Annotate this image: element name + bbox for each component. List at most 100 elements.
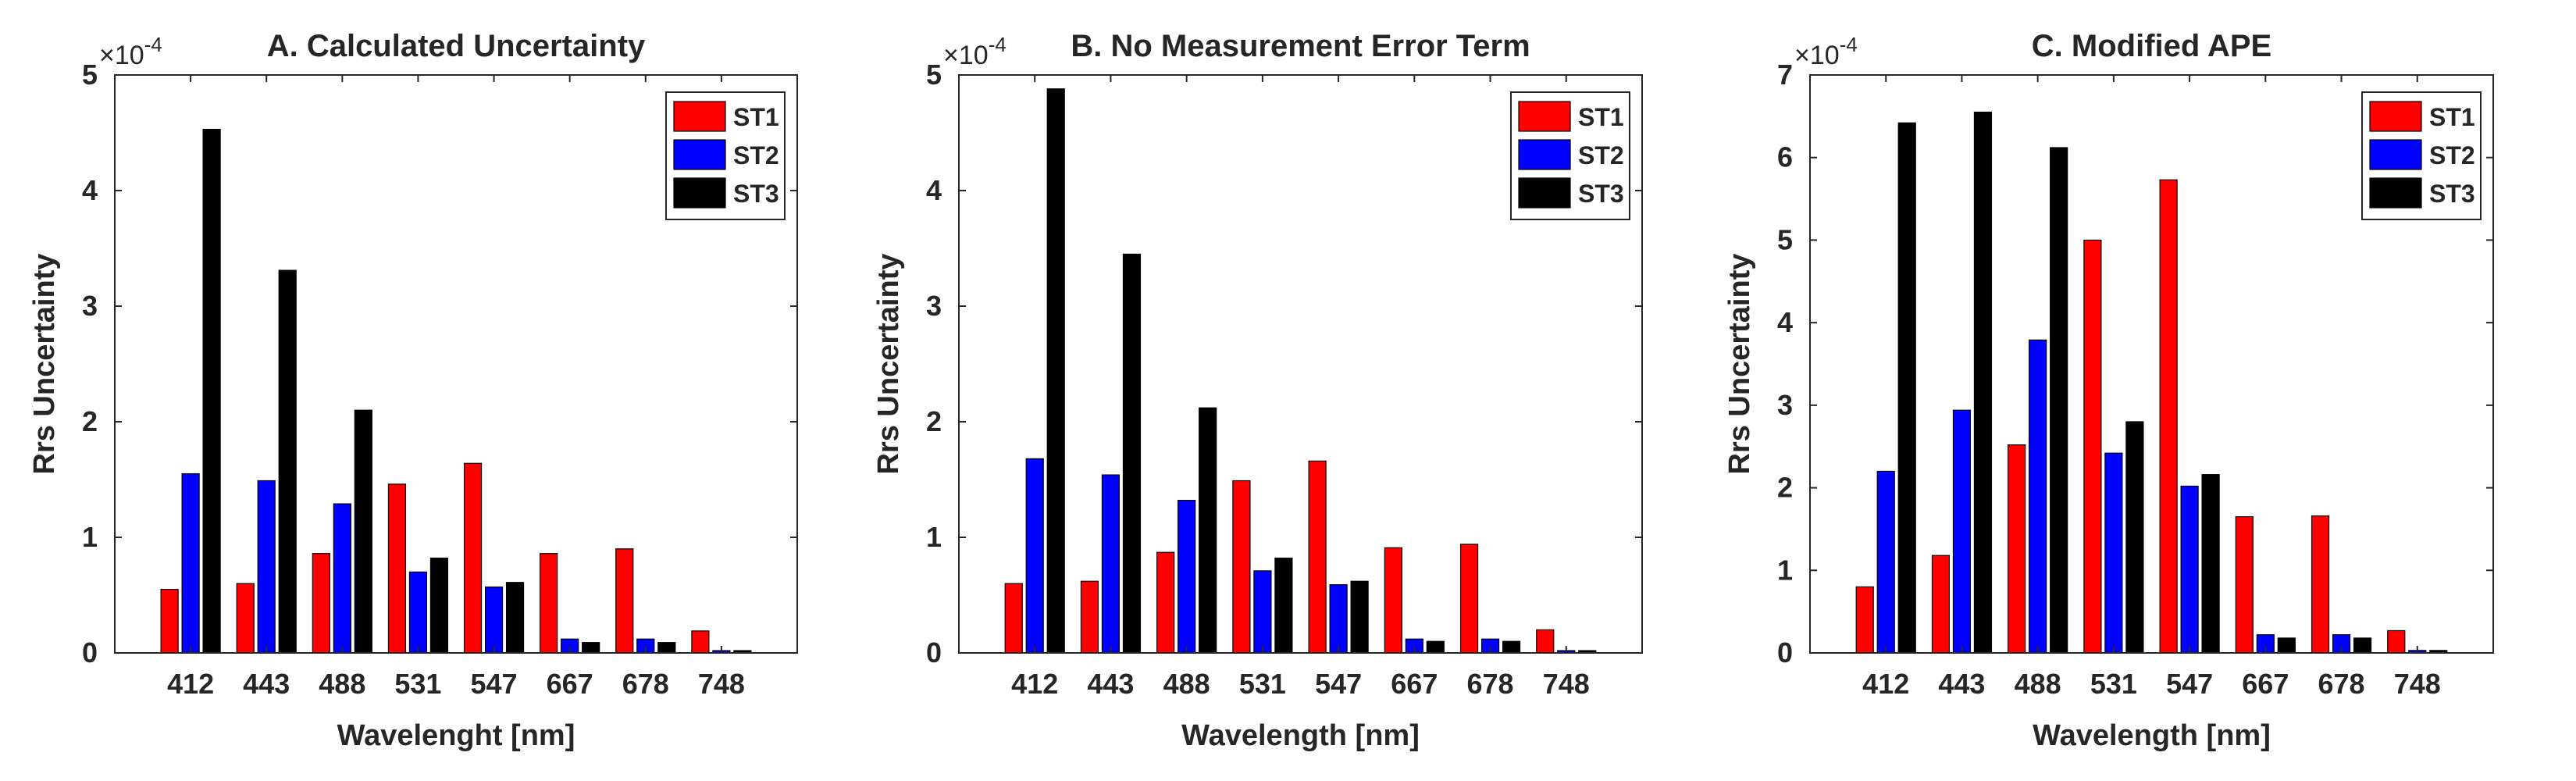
legend: ST1 ST2 ST3: [1510, 91, 1630, 220]
x-tick-label: 412: [1862, 668, 1909, 700]
legend-label-st3: ST3: [733, 180, 779, 208]
bar-st2-488: [1178, 500, 1196, 654]
bar-st3-547: [505, 582, 525, 654]
bar-st2-443: [1952, 409, 1972, 654]
bar-st3-443: [1122, 253, 1142, 654]
bar-st3-531: [1274, 558, 1293, 654]
bar-st3-678: [2353, 637, 2372, 654]
legend-swatch-st3: [2369, 177, 2422, 209]
bar-st1-412: [160, 588, 179, 654]
y-tick-label: 4: [926, 174, 942, 206]
y-axis-label: Rrs Uncertainty: [28, 254, 61, 475]
bar-st1-488: [2008, 444, 2026, 654]
y-tick-label: 5: [926, 59, 942, 91]
legend-label-st2: ST2: [2429, 141, 2475, 169]
bar-st1-678: [2311, 515, 2330, 654]
legend-label-st3: ST3: [1578, 180, 1624, 208]
legend-swatch-st3: [673, 177, 726, 209]
axis-exponent: ×10-4: [943, 33, 1007, 70]
bar-st2-531: [408, 571, 428, 654]
y-tick-label: 3: [1777, 389, 1793, 421]
bar-st1-443: [1931, 555, 1951, 654]
y-tick-label: 6: [1777, 141, 1793, 173]
bar-st1-443: [236, 583, 255, 654]
y-tick-label: 0: [1777, 637, 1793, 669]
bar-st1-748: [1536, 629, 1555, 654]
bar-st1-531: [1232, 480, 1251, 654]
bar-st1-488: [1156, 551, 1175, 654]
bar-st3-443: [1973, 111, 1993, 654]
legend: ST1 ST2 ST3: [2361, 91, 2482, 220]
bar-st3-547: [2201, 474, 2220, 654]
x-tick-label: 488: [2015, 668, 2061, 700]
x-tick-label: 678: [622, 668, 669, 700]
bar-st1-678: [1459, 544, 1479, 654]
bar-st3-678: [1502, 640, 1521, 654]
y-tick-label: 1: [1777, 554, 1793, 586]
x-tick-label: 488: [1163, 668, 1210, 700]
chart-panel-1: 0 1 2 3 4 5 412 443 488 531 547 667 678 748 ×10-4 A. Ca…: [28, 29, 798, 752]
bar-st3-488: [1199, 407, 1217, 654]
legend-swatch-st1: [1518, 101, 1571, 132]
bar-st3-412: [202, 128, 221, 654]
x-axis-label: Wavelength [nm]: [1181, 719, 1420, 752]
legend-swatch-st2: [1518, 139, 1571, 170]
x-tick-label: 547: [2166, 668, 2213, 700]
legend-label-st1: ST1: [1578, 103, 1624, 131]
legend-swatch-st2: [673, 139, 726, 170]
y-tick-label: 4: [82, 174, 98, 206]
bar-st2-443: [257, 480, 276, 654]
bar-st1-531: [387, 483, 407, 654]
bar-st3-678: [657, 642, 676, 654]
bar-st1-748: [691, 630, 710, 654]
bar-st3-531: [2125, 421, 2144, 654]
x-tick-label: 547: [1315, 668, 1362, 700]
bar-st2-547: [1329, 584, 1348, 654]
y-axis-label: Rrs Uncertainty: [872, 254, 905, 475]
bar-st1-667: [1384, 547, 1402, 654]
axes-box: [1809, 74, 2494, 654]
x-tick-label: 412: [167, 668, 214, 700]
bar-st3-667: [582, 642, 600, 654]
bar-st1-412: [1855, 586, 1874, 654]
y-tick-label: 0: [926, 637, 942, 669]
y-tick-label: 1: [926, 521, 942, 553]
bar-st1-547: [463, 462, 483, 654]
legend-label-st3: ST3: [2429, 180, 2475, 208]
bar-st1-443: [1080, 580, 1099, 654]
bar-st2-531: [2104, 452, 2123, 654]
legend-swatch-st1: [673, 101, 726, 132]
x-axis-label: Wavelength [nm]: [2033, 719, 2271, 752]
bar-st3-488: [354, 409, 372, 654]
bar-st2-547: [484, 587, 504, 654]
legend-label-st1: ST1: [733, 103, 779, 131]
x-tick-label: 443: [1087, 668, 1134, 700]
legend-label-st2: ST2: [1578, 141, 1624, 169]
bar-st1-748: [2387, 629, 2406, 654]
y-tick-label: 2: [82, 405, 98, 437]
bar-st2-412: [181, 473, 200, 654]
bar-st3-531: [429, 558, 449, 654]
x-tick-label: 748: [698, 668, 745, 700]
x-tick-label: 678: [1467, 668, 1514, 700]
x-tick-label: 667: [1391, 668, 1438, 700]
legend-swatch-st1: [2369, 101, 2422, 132]
y-tick-label: 0: [82, 637, 98, 669]
bar-st1-667: [2235, 515, 2254, 654]
legend-label-st2: ST2: [733, 141, 779, 169]
x-axis-label: Wavelenght [nm]: [337, 719, 575, 752]
y-tick-label: 3: [82, 290, 98, 322]
x-tick-label: 443: [1938, 668, 1985, 700]
bar-st1-547: [1308, 460, 1327, 654]
y-tick-label: 5: [82, 59, 98, 91]
bar-st2-412: [1025, 458, 1044, 654]
y-tick-label: 2: [1777, 472, 1793, 504]
x-tick-label: 678: [2318, 668, 2365, 700]
y-axis-label: Rrs Uncertainty: [1723, 254, 1756, 475]
bar-st3-547: [1350, 580, 1369, 654]
chart-title: A. Calculated Uncertainty: [267, 29, 646, 63]
bar-st3-667: [1426, 640, 1445, 654]
bar-st1-531: [2083, 239, 2102, 654]
x-tick-label: 488: [319, 668, 365, 700]
bar-st2-531: [1253, 570, 1272, 654]
